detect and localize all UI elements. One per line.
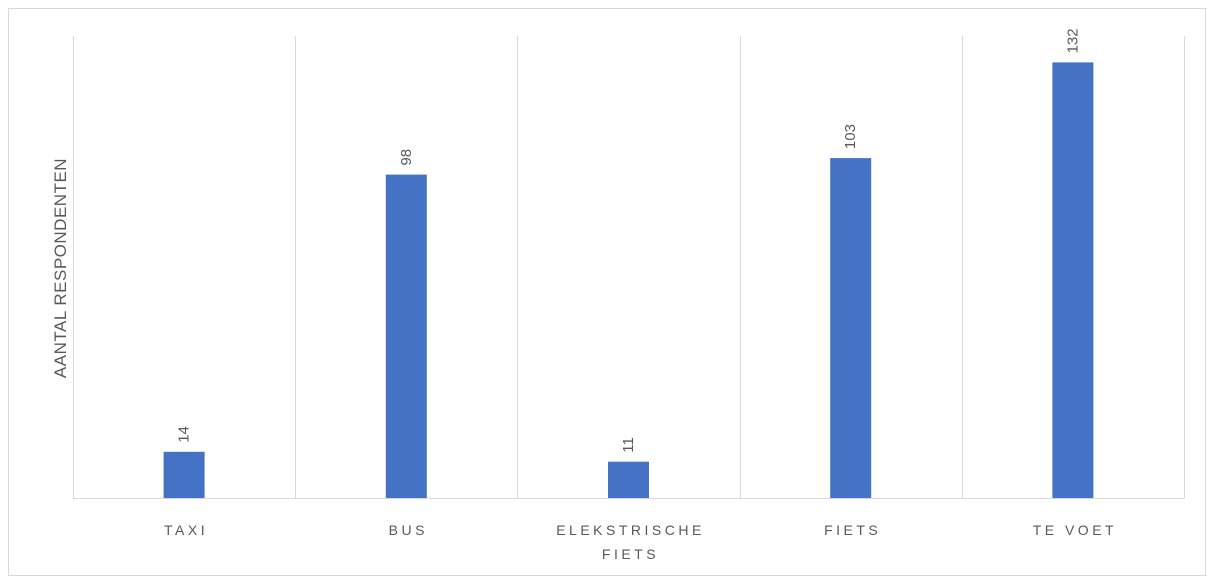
data-label: 98 bbox=[398, 149, 415, 166]
x-tick-label: FIETS bbox=[753, 518, 953, 542]
x-tick-label: BUS bbox=[308, 518, 508, 542]
bar-taxi bbox=[163, 451, 205, 498]
x-tick-label-line: TAXI bbox=[164, 522, 209, 538]
chart-frame bbox=[8, 8, 1206, 576]
data-label: 14 bbox=[176, 426, 193, 443]
data-label: 11 bbox=[620, 437, 637, 453]
bar-fiets bbox=[830, 158, 872, 498]
x-tick-label-line: FIETS bbox=[601, 546, 660, 562]
x-tick-label: TE VOET bbox=[975, 518, 1175, 542]
data-label: 103 bbox=[842, 124, 859, 149]
data-label: 132 bbox=[1064, 28, 1081, 53]
x-tick-label-line: FIETS bbox=[824, 522, 882, 538]
y-axis-label: AANTAL RESPONDENTEN bbox=[51, 157, 70, 379]
x-tick-label: TAXI bbox=[86, 518, 286, 542]
bar-te-voet bbox=[1052, 62, 1094, 499]
x-tick-label-line: BUS bbox=[388, 522, 428, 538]
x-tick-label-line: TE VOET bbox=[1032, 522, 1118, 538]
bar-bus bbox=[385, 174, 427, 498]
x-tick-label: ELEKSTRISCHE FIETS bbox=[531, 518, 731, 566]
bar-elekstrische-fiets bbox=[608, 461, 649, 498]
x-tick-label-line: ELEKSTRISCHE bbox=[556, 522, 705, 538]
